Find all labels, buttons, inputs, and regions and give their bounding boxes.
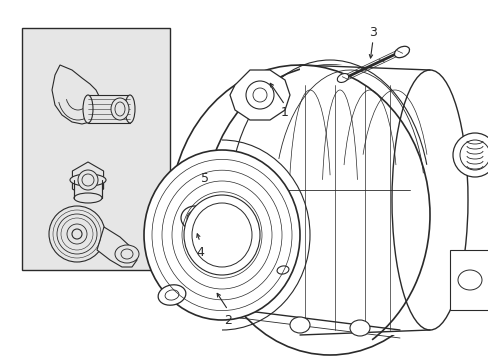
Ellipse shape <box>245 81 273 109</box>
Ellipse shape <box>337 73 348 82</box>
Ellipse shape <box>457 270 481 290</box>
Bar <box>74 180 102 198</box>
Bar <box>22 28 170 270</box>
Bar <box>299 65 429 335</box>
Ellipse shape <box>289 317 309 333</box>
Ellipse shape <box>158 285 185 305</box>
Ellipse shape <box>394 46 408 58</box>
Ellipse shape <box>115 102 125 116</box>
Bar <box>88 95 130 123</box>
Ellipse shape <box>204 65 454 355</box>
Ellipse shape <box>70 174 106 186</box>
Ellipse shape <box>74 193 102 203</box>
Ellipse shape <box>111 98 129 120</box>
Ellipse shape <box>183 195 260 275</box>
Ellipse shape <box>125 95 135 123</box>
Ellipse shape <box>115 245 139 263</box>
Text: 3: 3 <box>368 26 376 39</box>
Ellipse shape <box>78 170 98 190</box>
Text: 1: 1 <box>281 105 288 118</box>
Ellipse shape <box>452 133 488 177</box>
Ellipse shape <box>391 70 467 330</box>
Ellipse shape <box>181 206 208 230</box>
Polygon shape <box>229 70 289 120</box>
Ellipse shape <box>82 174 94 186</box>
Ellipse shape <box>72 229 82 239</box>
Polygon shape <box>97 227 137 267</box>
Ellipse shape <box>143 150 299 320</box>
Text: 4: 4 <box>196 246 203 258</box>
Ellipse shape <box>349 320 369 336</box>
Ellipse shape <box>83 95 93 123</box>
Ellipse shape <box>192 203 251 267</box>
Polygon shape <box>52 65 100 124</box>
Text: 2: 2 <box>224 314 231 327</box>
Ellipse shape <box>49 206 105 262</box>
Ellipse shape <box>277 266 288 274</box>
Polygon shape <box>72 162 103 198</box>
Bar <box>449 250 488 310</box>
Text: 5: 5 <box>201 171 208 184</box>
